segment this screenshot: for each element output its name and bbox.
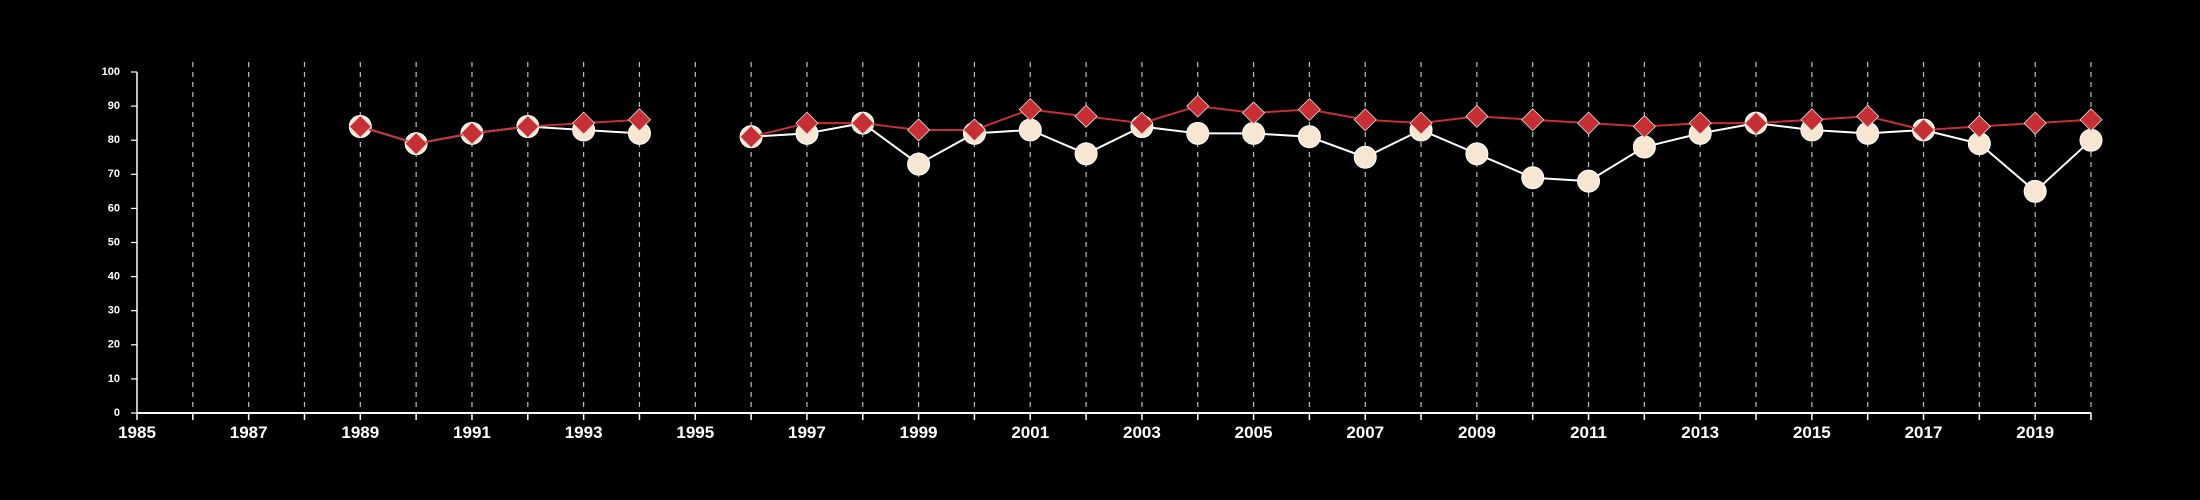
series-2-point-1990	[404, 132, 428, 156]
x-tick-label: 2001	[1011, 423, 1049, 442]
series-2-point-2016	[1856, 104, 1880, 128]
series-2-point-2018	[1967, 114, 1991, 139]
y-tick-label: 10	[108, 373, 120, 385]
series-1-point-2020	[2079, 128, 2103, 152]
series-2-point-1997	[795, 111, 819, 135]
series-2-point-2006	[1297, 97, 1321, 122]
series-1-point-1999	[907, 152, 931, 176]
x-tick-label: 2017	[1905, 423, 1943, 442]
x-tick-label: 1985	[118, 423, 156, 442]
x-tick-label: 1991	[453, 423, 491, 442]
x-tick-label: 1993	[565, 423, 603, 442]
y-axis-ticks: 0 10 20 30 40 50 60 70 80 90 100	[102, 66, 137, 419]
series-2	[348, 94, 2103, 156]
y-tick-label: 30	[108, 305, 120, 317]
series-2-point-2009	[1465, 104, 1489, 128]
x-tick-label: 1989	[341, 423, 379, 442]
x-tick-label: 2011	[1570, 423, 1607, 442]
x-tick-label: 1987	[230, 423, 268, 442]
x-tick-label: 2007	[1346, 423, 1384, 442]
x-tick-label: 1997	[788, 423, 826, 442]
series-2-point-1992	[516, 114, 540, 139]
y-tick-label: 20	[108, 339, 120, 351]
series-2-point-2013	[1688, 111, 1712, 135]
series-layer	[348, 94, 2103, 203]
series-1-point-2010	[1521, 166, 1545, 190]
x-tick-label: 2013	[1681, 423, 1719, 442]
series-2-point-1994	[627, 108, 652, 132]
series-2-point-2001	[1018, 97, 1042, 122]
series-1-point-2006	[1297, 125, 1321, 149]
series-2-point-2020	[2079, 108, 2103, 132]
x-tick-label: 2009	[1458, 423, 1496, 442]
series-1-point-2004	[1186, 121, 1210, 145]
vertical-gridlines	[192, 62, 2092, 413]
y-tick-label: 40	[108, 271, 120, 283]
series-2-point-1989	[348, 114, 372, 139]
x-tick-label: 2015	[1793, 423, 1831, 442]
series-2-point-2000	[962, 118, 986, 142]
series-1-point-2009	[1465, 142, 1489, 166]
x-tick-label: 2005	[1235, 423, 1273, 442]
series-2-point-2012	[1632, 114, 1656, 139]
series-2-point-1998	[851, 111, 875, 135]
series-2-point-2019	[2023, 111, 2047, 135]
x-tick-label: 2003	[1123, 423, 1161, 442]
axes	[136, 72, 2091, 414]
series-1-point-2002	[1074, 142, 1098, 166]
x-axis-ticks: 1985 1987 1989 1991 1993 1995 1997 1999 2001 2003…	[118, 413, 2092, 442]
series-2-point-2010	[1521, 108, 1545, 132]
x-tick-label: 1999	[900, 423, 938, 442]
series-1-point-2005	[1242, 121, 1266, 145]
y-tick-label: 80	[108, 134, 120, 146]
series-2-point-2011	[1576, 111, 1601, 135]
series-2-point-2003	[1130, 111, 1154, 135]
series-2-point-2002	[1074, 104, 1098, 128]
y-tick-label: 70	[108, 168, 120, 180]
series-2-point-1996	[739, 125, 763, 149]
series-1-point-2001	[1018, 118, 1042, 142]
series-2-point-2004	[1186, 94, 1210, 118]
series-2-point-1991	[460, 121, 484, 145]
y-tick-label: 100	[102, 66, 120, 78]
y-tick-label: 50	[108, 236, 120, 248]
series-2-point-2008	[1409, 111, 1433, 135]
series-2-point-1999	[907, 118, 931, 142]
series-2-point-1993	[572, 111, 596, 135]
series-1-point-2019	[2023, 179, 2047, 203]
series-2-point-2005	[1242, 101, 1266, 125]
series-1	[348, 111, 2103, 203]
series-2-point-2015	[1800, 108, 1824, 132]
x-tick-label: 1995	[676, 423, 714, 442]
y-tick-label: 60	[108, 202, 120, 214]
series-1-point-2012	[1632, 135, 1656, 159]
series-1-point-2007	[1353, 145, 1377, 169]
series-2-point-2014	[1744, 111, 1768, 135]
series-2-point-2017	[1911, 118, 1936, 142]
series-2-point-2007	[1353, 108, 1377, 132]
y-tick-label: 90	[108, 100, 120, 112]
series-1-point-2011	[1577, 169, 1601, 193]
x-tick-label: 2019	[2016, 423, 2054, 442]
y-tick-label: 0	[114, 407, 120, 419]
